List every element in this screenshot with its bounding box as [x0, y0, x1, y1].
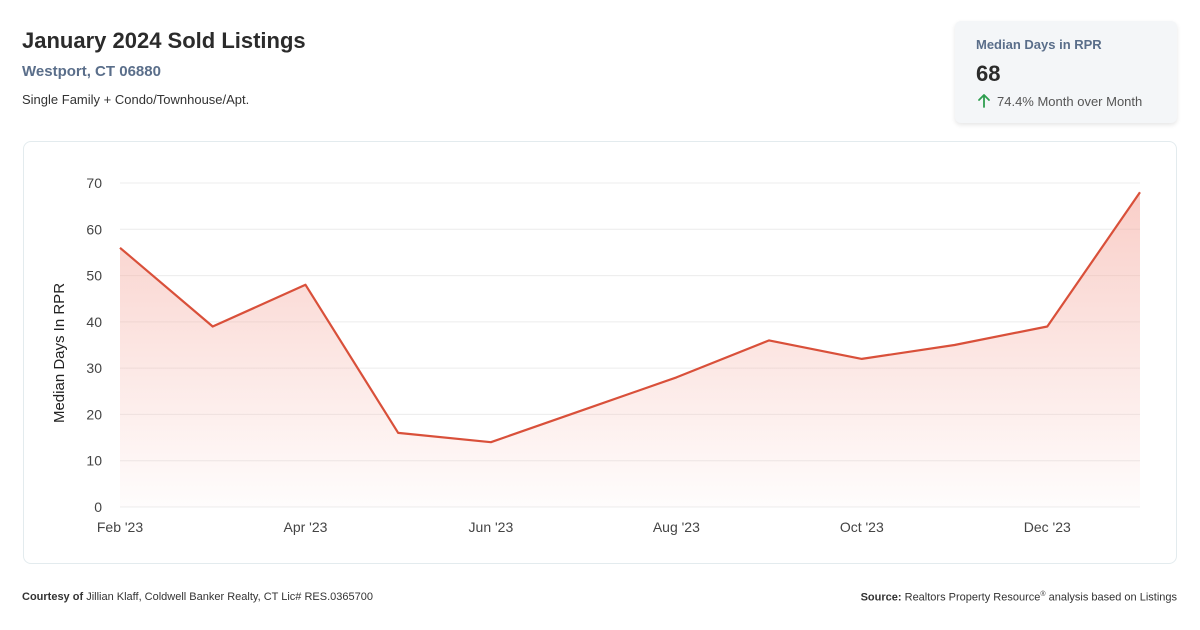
page-title: January 2024 Sold Listings	[22, 28, 306, 53]
registered-mark: ®	[1040, 591, 1046, 598]
source-text-suffix: analysis based on Listings	[1045, 591, 1177, 604]
courtesy-label: Courtesy of	[22, 591, 84, 603]
series-area	[120, 192, 1140, 508]
x-tick-label: Jun '23	[469, 519, 514, 535]
y-tick-label: 50	[86, 268, 102, 284]
y-axis-label: Median Days In RPR	[51, 283, 68, 423]
chart-card: 0 10 20 30 40 50 60 70 Feb '23 Apr '23 Jun '23 Aug…	[23, 141, 1177, 564]
y-tick-label: 0	[94, 499, 102, 515]
source-text: Realtors Property Resource	[904, 591, 1041, 604]
location-subtitle: Westport, CT 06880	[22, 63, 161, 80]
arrow-up-icon	[977, 93, 991, 109]
kpi-value: 68	[976, 61, 1001, 86]
series-line	[119, 191, 1141, 444]
y-tick-label: 10	[86, 453, 102, 469]
kpi-card: Median Days in RPR 68 74.4% Month over M…	[955, 21, 1177, 123]
y-tick-label: 30	[86, 360, 102, 376]
footer-source: Source: Realtors Property Resource® anal…	[861, 591, 1177, 604]
y-tick-label: 40	[86, 314, 102, 330]
y-tick-label: 70	[86, 175, 102, 191]
kpi-change: 74.4% Month over Month	[977, 93, 1142, 109]
x-tick-label: Apr '23	[283, 519, 327, 535]
x-tick-label: Oct '23	[840, 519, 884, 535]
source-label: Source:	[860, 591, 902, 604]
line-chart: 0 10 20 30 40 50 60 70 Feb '23 Apr '23 Jun '23 Aug…	[51, 175, 1141, 535]
kpi-label: Median Days in RPR	[976, 37, 1102, 52]
y-tick-label: 60	[86, 221, 102, 237]
footer-courtesy: Courtesy of Jillian Klaff, Coldwell Bank…	[22, 591, 373, 603]
courtesy-text: Jillian Klaff, Coldwell Banker Realty, C…	[86, 591, 373, 603]
x-tick-label: Feb '23	[97, 519, 143, 535]
property-types: Single Family + Condo/Townhouse/Apt.	[22, 92, 250, 107]
x-tick-label: Dec '23	[1024, 519, 1071, 535]
x-tick-label: Aug '23	[653, 519, 700, 535]
y-tick-label: 20	[86, 406, 102, 422]
kpi-change-text: 74.4% Month over Month	[997, 93, 1143, 109]
